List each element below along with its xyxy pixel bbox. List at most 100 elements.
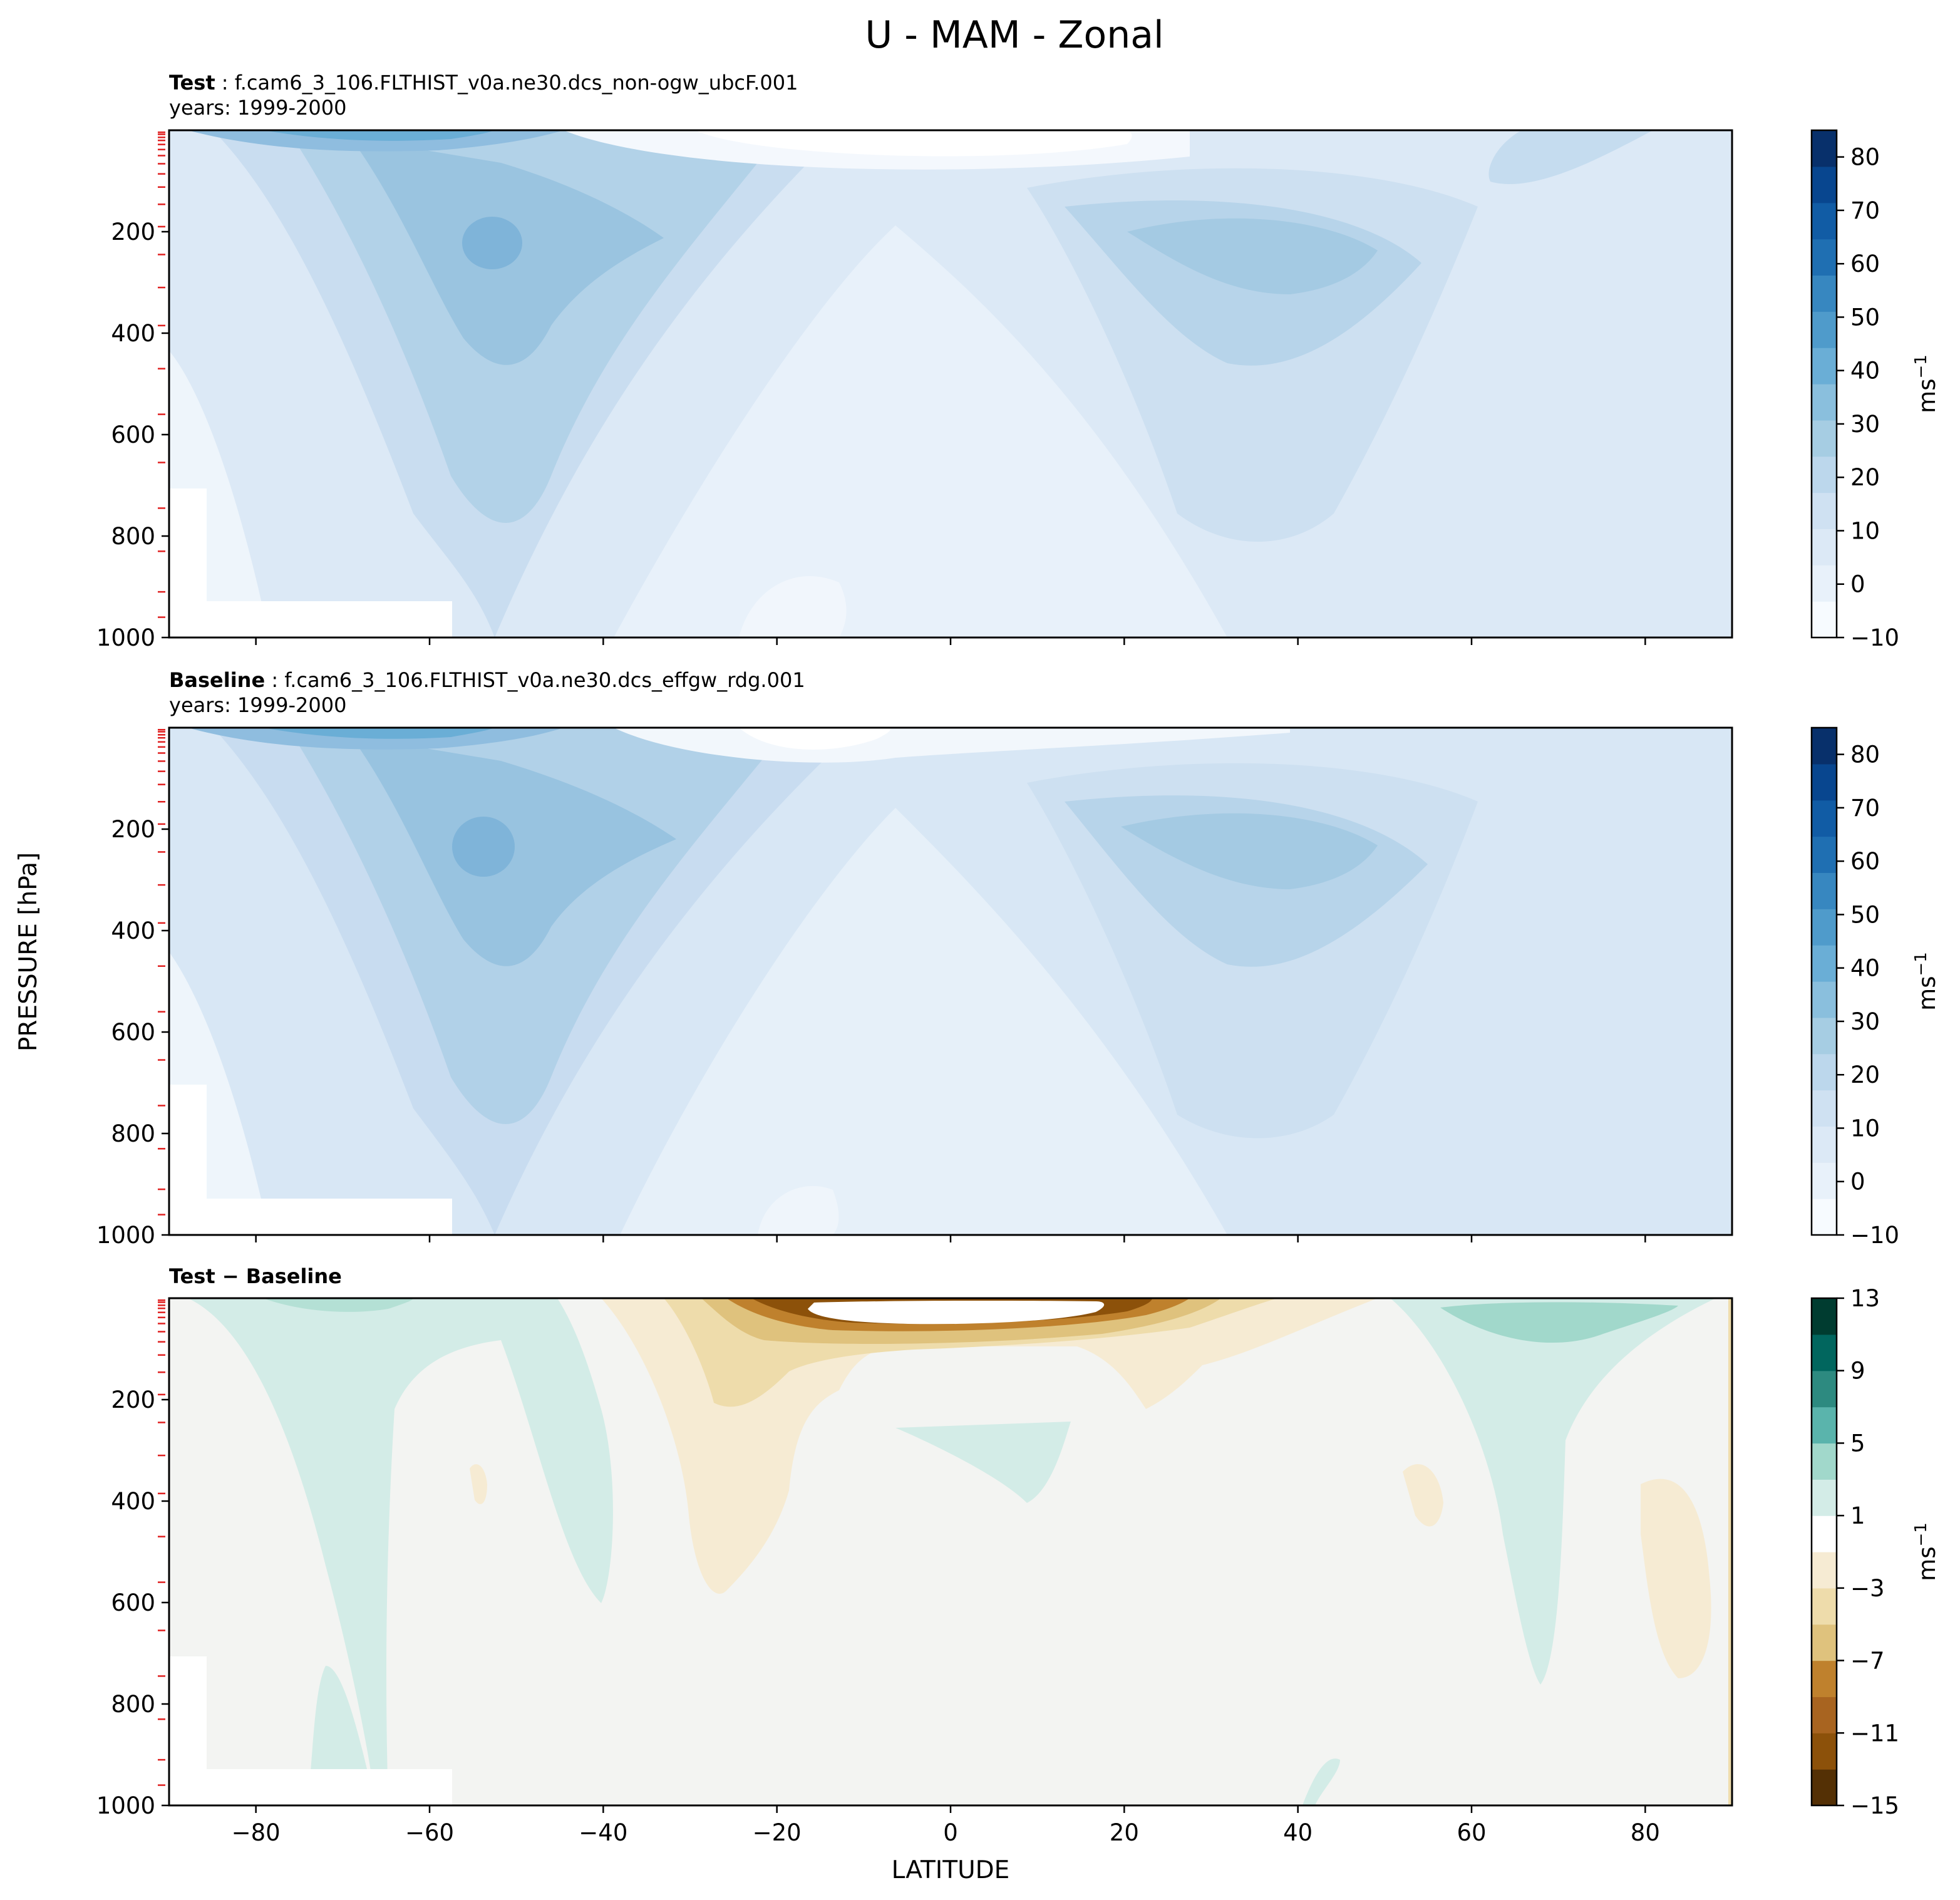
difference-sh-small-negative: [470, 1464, 487, 1504]
difference-level-markers: [158, 1299, 165, 1786]
difference-panel-title: Test − Baseline: [169, 1264, 342, 1288]
colorbar-tick-label: 80: [1850, 741, 1880, 768]
baseline-upper-sh-jet-core: [263, 728, 495, 739]
colorbar-level: [1812, 981, 1837, 1018]
colorbar-level: [1812, 311, 1837, 348]
test-nh-polar-upper: [1488, 130, 1653, 184]
x-tick-label: −60: [405, 1819, 454, 1846]
difference-missing-data-block: [169, 1769, 452, 1805]
test-panel-subtitle: years: 1999-2000: [169, 96, 346, 120]
difference-nh-small-negative: [1403, 1464, 1443, 1527]
colorbar-tick-label: 60: [1850, 848, 1880, 875]
colorbar-tick-label: 70: [1850, 197, 1880, 224]
colorbar-tick-label: 9: [1850, 1358, 1865, 1385]
colorbar-tick-label: 30: [1850, 411, 1880, 438]
x-tick-label: 40: [1283, 1819, 1313, 1846]
baseline-panel: Baseline : f.cam6_3_106.FLTHIST_v0a.ne30…: [96, 668, 1941, 1249]
x-axis-label: LATITUDE: [892, 1856, 1010, 1884]
colorbar-unit-label: ms−1: [1912, 952, 1941, 1011]
colorbar-tick-label: 20: [1850, 1061, 1880, 1088]
y-tick-label: 200: [111, 219, 155, 245]
baseline-missing-data-block: [169, 1199, 452, 1235]
baseline-title-bold: Baseline: [169, 668, 265, 692]
test-polar-missing-wedge: [169, 488, 207, 638]
test-panel: Test : f.cam6_3_106.FLTHIST_v0a.ne30.dcs…: [96, 71, 1941, 651]
colorbar-unit-label: ms−1: [1912, 1522, 1941, 1581]
colorbar-level: [1812, 1769, 1837, 1806]
y-axis-label: PRESSURE [hPa]: [14, 852, 43, 1051]
colorbar-frame: [1810, 726, 1838, 1236]
difference-tropical-positive: [895, 1422, 1071, 1503]
y-tick-label: 600: [111, 1019, 155, 1046]
y-tick-label: 1000: [96, 624, 155, 651]
test-title-bold: Test: [169, 71, 215, 95]
baseline-colorbar: −10 0 10 20 30 40 50 60 70 80 ms−1: [1810, 726, 1941, 1249]
baseline-contour-field: [169, 728, 1732, 1235]
baseline-tropical-weak-region: [620, 808, 1227, 1235]
colorbar-level: [1812, 1443, 1837, 1480]
colorbar-tick-label: 1: [1850, 1502, 1865, 1529]
colorbar-tick-label: 10: [1850, 517, 1880, 544]
y-tick-label: 1000: [96, 1792, 155, 1819]
baseline-y-ticks: 200 400 600 800 1000: [96, 816, 169, 1249]
x-tick-label: 0: [943, 1819, 958, 1846]
baseline-x-ticks: [255, 1235, 1646, 1242]
test-x-ticks: [255, 638, 1646, 645]
colorbar-level: [1812, 239, 1837, 276]
colorbar-tick-label: −15: [1850, 1792, 1899, 1819]
colorbar-tick-label: 50: [1850, 304, 1880, 331]
colorbar-level: [1812, 275, 1837, 312]
difference-y-ticks: 200 400 600 800 1000: [96, 1386, 169, 1819]
colorbar-level: [1812, 1733, 1837, 1770]
baseline-upper-tropical-white: [739, 728, 890, 750]
colorbar-level: [1812, 1660, 1837, 1698]
colorbar-level: [1812, 601, 1837, 638]
x-tick-label: −40: [579, 1819, 627, 1846]
colorbar-level: [1812, 1017, 1837, 1055]
baseline-tropical-surface-min: [758, 1185, 839, 1235]
test-missing-data-block: [169, 601, 452, 638]
colorbar-level: [1812, 1479, 1837, 1516]
colorbar-tick-label: 40: [1850, 358, 1880, 385]
baseline-panel-subtitle: years: 1999-2000: [169, 693, 346, 717]
colorbar-level: [1812, 202, 1837, 240]
colorbar-level: [1812, 348, 1837, 385]
difference-tropical-negative-level-1: [601, 1298, 1378, 1594]
baseline-sh-jet-core: [452, 817, 515, 877]
test-title-rest: : f.cam6_3_106.FLTHIST_v0a.ne30.dcs_non-…: [215, 71, 798, 95]
test-upper-sh-jet-core: [263, 130, 495, 141]
y-tick-label: 400: [111, 1488, 155, 1515]
difference-contour-field: [169, 1298, 1732, 1805]
difference-nh-midlat-negative: [1641, 1479, 1711, 1678]
colorbar-level: [1812, 1407, 1837, 1444]
y-tick-label: 800: [111, 1120, 155, 1147]
colorbar-level: [1812, 1370, 1837, 1408]
baseline-level-markers: [158, 728, 165, 1216]
difference-sh-polar-positive: [188, 1298, 613, 1805]
difference-tropical-negative-core: [808, 1300, 1105, 1324]
baseline-nh-jet-core: [1121, 813, 1378, 889]
colorbar-level: [1812, 492, 1837, 530]
colorbar-tick-label: 20: [1850, 464, 1880, 491]
colorbar-level: [1812, 945, 1837, 982]
colorbar-tick-label: 0: [1850, 571, 1865, 598]
test-colorbar: −10 0 10 20 30 40 50 60 70 80 ms−1: [1810, 129, 1941, 651]
colorbar-tick-label: 30: [1850, 1008, 1880, 1035]
test-contour-field: [169, 130, 1732, 638]
x-tick-label: −20: [753, 1819, 802, 1846]
colorbar-level: [1812, 565, 1837, 602]
x-tick-label: 60: [1457, 1819, 1486, 1846]
colorbar-level: [1812, 728, 1837, 765]
colorbar-level: [1812, 384, 1837, 421]
colorbar-level: [1812, 800, 1837, 837]
y-tick-label: 1000: [96, 1222, 155, 1249]
y-tick-label: 800: [111, 1691, 155, 1718]
colorbar-level: [1812, 1090, 1837, 1127]
test-tropical-surface-min: [739, 576, 847, 638]
colorbar-level: [1812, 130, 1837, 167]
y-tick-label: 600: [111, 1589, 155, 1616]
colorbar-level: [1812, 529, 1837, 565]
colorbar-level: [1812, 1298, 1837, 1335]
difference-title-bold: Test − Baseline: [169, 1264, 342, 1288]
